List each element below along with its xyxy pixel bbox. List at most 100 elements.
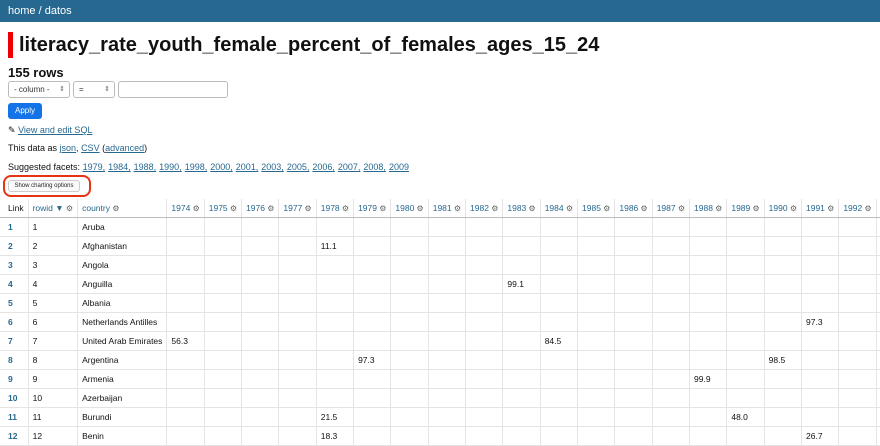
gear-icon[interactable]: ⚙ xyxy=(63,203,74,213)
row-link[interactable]: 2 xyxy=(8,240,13,251)
value-cell xyxy=(539,407,578,427)
filter-value-input[interactable] xyxy=(118,81,228,98)
column-header-1990[interactable]: 1990 ⚙ xyxy=(763,199,802,218)
column-header-1991[interactable]: 1991 ⚙ xyxy=(800,199,839,218)
gear-icon[interactable]: ⚙ xyxy=(488,203,499,213)
value-cell xyxy=(427,331,466,351)
gear-icon[interactable]: ⚙ xyxy=(414,203,424,213)
column-header-1977[interactable]: 1977 ⚙ xyxy=(278,199,317,218)
row-link[interactable]: 7 xyxy=(8,335,13,346)
value-cell xyxy=(875,255,880,275)
value-cell xyxy=(726,426,765,446)
row-link[interactable]: 1 xyxy=(8,221,13,232)
apply-button[interactable]: Apply xyxy=(8,103,42,119)
column-header-country[interactable]: country ⚙ xyxy=(77,199,167,218)
facet-link-2005[interactable]: 2005, xyxy=(286,162,310,172)
row-link[interactable]: 8 xyxy=(8,354,13,365)
facet-link-1998[interactable]: 1998, xyxy=(184,162,208,172)
breadcrumb-database-link[interactable]: datos xyxy=(44,5,72,17)
column-header-1984[interactable]: 1984 ⚙ xyxy=(539,199,578,218)
row-link[interactable]: 9 xyxy=(8,373,13,384)
facet-link-1979[interactable]: 1979, xyxy=(82,162,106,172)
facet-link-2006[interactable]: 2006, xyxy=(312,162,335,172)
value-cell xyxy=(278,274,317,294)
facet-link-1984[interactable]: 1984, xyxy=(108,162,131,172)
value-cell xyxy=(353,407,391,427)
column-header-1986[interactable]: 1986 ⚙ xyxy=(614,199,653,218)
value-cell xyxy=(241,331,279,351)
column-header-1985[interactable]: 1985 ⚙ xyxy=(577,199,615,218)
row-link[interactable]: 11 xyxy=(8,411,17,422)
gear-icon[interactable]: ⚙ xyxy=(824,203,835,213)
value-cell xyxy=(539,217,578,237)
facet-link-2008[interactable]: 2008, xyxy=(363,162,386,172)
export-json-link[interactable]: json xyxy=(59,143,77,153)
value-cell xyxy=(390,426,429,446)
column-header-1976[interactable]: 1976 ⚙ xyxy=(241,199,279,218)
column-header-1982[interactable]: 1982 ⚙ xyxy=(465,199,503,218)
column-header-1989[interactable]: 1989 ⚙ xyxy=(726,199,765,218)
gear-icon[interactable]: ⚙ xyxy=(712,203,723,213)
gear-icon[interactable]: ⚙ xyxy=(190,203,200,213)
value-cell xyxy=(241,350,279,370)
gear-icon[interactable]: ⚙ xyxy=(451,203,462,213)
facet-link-2001[interactable]: 2001, xyxy=(235,162,259,172)
export-advanced-link[interactable]: advanced xyxy=(105,143,145,153)
value-cell xyxy=(353,388,391,408)
value-cell xyxy=(390,369,429,389)
export-csv-link[interactable]: CSV xyxy=(81,143,100,153)
gear-icon[interactable]: ⚙ xyxy=(526,203,536,213)
facet-link-2000[interactable]: 2000, xyxy=(210,162,233,172)
column-header-1993[interactable]: 1993 ⚙ xyxy=(875,199,880,218)
column-header-1980[interactable]: 1980 ⚙ xyxy=(390,199,429,218)
gear-icon[interactable]: ⚙ xyxy=(227,203,238,213)
gear-icon[interactable]: ⚙ xyxy=(302,203,312,213)
value-cell xyxy=(539,274,578,294)
table-row: 5 5 Albania xyxy=(0,293,880,313)
gear-icon[interactable]: ⚙ xyxy=(638,203,648,213)
filter-column-select[interactable]: - column - ⇕ xyxy=(8,81,70,98)
column-header-1983[interactable]: 1983 ⚙ xyxy=(502,199,541,218)
gear-icon[interactable]: ⚙ xyxy=(376,203,387,213)
column-header-1981[interactable]: 1981 ⚙ xyxy=(427,199,466,218)
value-cell xyxy=(651,274,690,294)
gear-icon[interactable]: ⚙ xyxy=(862,203,872,213)
facet-link-2009[interactable]: 2009 xyxy=(388,162,409,172)
filter-operator-select[interactable]: = ⇕ xyxy=(73,81,115,98)
value-cell xyxy=(353,236,391,256)
facet-link-1990[interactable]: 1990, xyxy=(159,162,182,172)
column-header-1987[interactable]: 1987 ⚙ xyxy=(651,199,690,218)
row-link[interactable]: 10 xyxy=(8,392,18,403)
row-link[interactable]: 12 xyxy=(8,430,18,441)
value-cell xyxy=(465,255,503,275)
view-sql-link[interactable]: ✎ View and edit SQL xyxy=(8,125,92,136)
value-cell xyxy=(465,331,503,351)
column-header-1992[interactable]: 1992 ⚙ xyxy=(838,199,877,218)
gear-icon[interactable]: ⚙ xyxy=(265,203,275,213)
column-header-rowid[interactable]: rowid ▼ ⚙ xyxy=(27,199,78,218)
gear-icon[interactable]: ⚙ xyxy=(109,203,120,213)
facet-link-2003[interactable]: 2003, xyxy=(261,162,284,172)
facet-link-2007[interactable]: 2007, xyxy=(337,162,361,172)
column-header-1979[interactable]: 1979 ⚙ xyxy=(353,199,391,218)
row-link[interactable]: 6 xyxy=(8,316,13,327)
data-table: Link rowid ▼ ⚙ country ⚙ 1974 ⚙ 1975 ⚙ 1976 ⚙… xyxy=(0,199,880,446)
row-link[interactable]: 5 xyxy=(8,297,13,308)
column-header-1988[interactable]: 1988 ⚙ xyxy=(689,199,727,218)
breadcrumb-home-link[interactable]: home xyxy=(8,5,36,17)
gear-icon[interactable]: ⚙ xyxy=(787,203,797,213)
gear-icon[interactable]: ⚙ xyxy=(563,203,574,213)
column-header-1978[interactable]: 1978 ⚙ xyxy=(315,199,354,218)
row-link[interactable]: 4 xyxy=(8,278,13,289)
column-header-1974[interactable]: 1974 ⚙ xyxy=(166,199,205,218)
gear-icon[interactable]: ⚙ xyxy=(600,203,611,213)
column-header-1975[interactable]: 1975 ⚙ xyxy=(203,199,242,218)
show-charting-options-button[interactable]: Show charting options xyxy=(8,180,80,192)
value-cell xyxy=(726,274,765,294)
gear-icon[interactable]: ⚙ xyxy=(675,203,686,213)
value-cell xyxy=(763,369,802,389)
row-link[interactable]: 3 xyxy=(8,259,13,270)
facet-link-1988[interactable]: 1988, xyxy=(133,162,157,172)
gear-icon[interactable]: ⚙ xyxy=(750,203,760,213)
gear-icon[interactable]: ⚙ xyxy=(339,203,350,213)
